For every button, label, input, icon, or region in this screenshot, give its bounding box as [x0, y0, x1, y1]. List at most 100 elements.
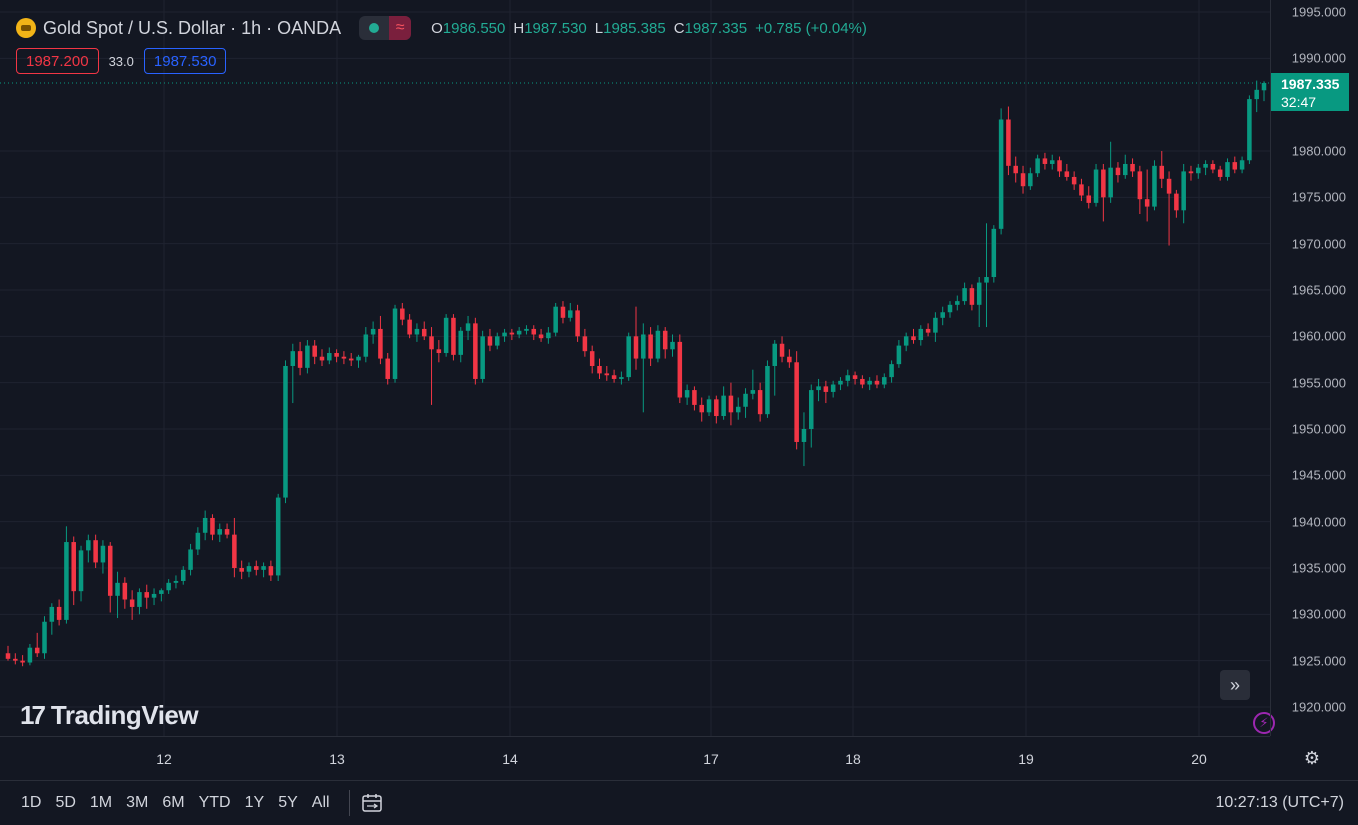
candle-body-up [524, 328, 529, 331]
candle-body-up [188, 549, 193, 570]
candle-body-down [348, 358, 354, 361]
candle-body-up [305, 345, 310, 368]
candle-body-down [1210, 163, 1216, 170]
candle-body-up [947, 304, 953, 313]
candle-body-up [765, 365, 770, 415]
price-tick-label: 1925.000 [1291, 653, 1346, 669]
candle-body-up [808, 390, 814, 429]
time-axis[interactable]: 12 13 14 17 18 19 20 [0, 736, 1270, 780]
range-6m[interactable]: 6M [162, 794, 185, 811]
date-range-selector: 1D 5D 1M 3M 6M YTD 1Y 5Y All [14, 781, 384, 825]
range-5y[interactable]: 5Y [278, 794, 298, 811]
timezone-clock[interactable]: 10:27:13 (UTC+7) [1215, 794, 1344, 811]
candle-body-down [677, 341, 683, 398]
candle-body-down [71, 542, 76, 592]
candle-body-up [465, 323, 471, 331]
candle-body-up [706, 399, 712, 413]
candle-body-down [421, 328, 427, 337]
price-axis[interactable]: 1995.000 1990.000 1980.000 1975.000 1970.000… [1270, 0, 1358, 736]
candle-body-up [984, 277, 989, 283]
sell-bid-button[interactable]: 1987.200 [16, 48, 99, 74]
range-1y[interactable]: 1Y [244, 794, 265, 811]
candle-body-up [772, 343, 778, 366]
time-tick-label: 17 [703, 751, 719, 767]
candle-body-down [852, 375, 858, 379]
candle-body-down [429, 336, 434, 350]
candle-body-down [1013, 165, 1018, 174]
candle-body-up [290, 351, 296, 366]
scroll-to-realtime-button[interactable]: » [1220, 670, 1250, 700]
candle-body-up [480, 336, 485, 379]
candle-body-down [56, 606, 62, 620]
calendar-range-icon[interactable] [360, 792, 384, 814]
candle-body-down [969, 288, 975, 305]
candle-body-up [64, 542, 69, 620]
market-open-dot-icon [359, 16, 389, 40]
candle-body-up [933, 317, 938, 333]
range-all[interactable]: All [311, 794, 330, 811]
candle-body-down [604, 373, 610, 376]
candle-body-down [1006, 119, 1011, 166]
candle-body-up [261, 566, 266, 570]
candlestick-chart[interactable] [0, 0, 1270, 736]
candle-body-down [794, 362, 799, 442]
gear-icon[interactable]: ⚙ [1303, 747, 1321, 768]
candle-body-up [159, 590, 164, 594]
candle-body-up [275, 497, 281, 576]
candle-body-down [611, 375, 617, 379]
candle-body-up [641, 334, 646, 359]
ohlc-values: O1986.550 H1987.530 L1985.385 C1987.335 … [431, 20, 867, 37]
tradingview-logo[interactable]: 17 TradingView [20, 700, 199, 731]
candle-body-up [1049, 160, 1055, 164]
candle-body-down [597, 365, 602, 374]
candle-body-down [1101, 169, 1106, 198]
range-ytd[interactable]: YTD [198, 794, 231, 811]
range-5d[interactable]: 5D [55, 794, 76, 811]
spread-value: 33.0 [108, 53, 134, 69]
candle-body-up [976, 282, 982, 305]
candle-body-up [1093, 169, 1099, 203]
high-value: 1987.530 [524, 19, 587, 37]
bar-countdown: 32:47 [1281, 94, 1317, 111]
candle-body-down [662, 330, 668, 350]
market-status-pill[interactable]: ≈ [359, 16, 412, 40]
candle-body-up [458, 330, 464, 355]
candle-body-up [1203, 163, 1208, 168]
candle-body-down [874, 380, 880, 385]
range-3m[interactable]: 3M [126, 794, 149, 811]
candle-body-down [531, 328, 537, 335]
logo-text: TradingView [50, 700, 199, 730]
lightning-icon[interactable]: ⚡ [1253, 712, 1275, 734]
price-tick-label: 1950.000 [1291, 421, 1346, 437]
range-1m[interactable]: 1M [89, 794, 113, 811]
candle-body-up [998, 119, 1004, 229]
candle-body-up [684, 390, 690, 398]
candle-body-down [319, 356, 325, 361]
high-label: H [513, 19, 525, 37]
tradingview-mark-icon: 17 [20, 700, 46, 730]
candle-body-up [743, 393, 748, 407]
candle-body-down [400, 308, 405, 320]
candle-body-up [735, 406, 741, 413]
symbol-title[interactable]: Gold Spot / U.S. Dollar · 1h · OANDA [43, 17, 342, 38]
range-1d[interactable]: 1D [21, 794, 42, 811]
candle-body-up [1261, 83, 1267, 91]
candle-body-up [845, 375, 851, 381]
candle-body-up [363, 334, 369, 357]
candle-body-down [757, 390, 763, 415]
candle-body-up [516, 330, 522, 335]
candle-body-down [633, 336, 639, 359]
candle-body-up [414, 328, 420, 335]
close-value: 1987.335 [684, 19, 748, 37]
chart-plot-area[interactable]: Gold Spot / U.S. Dollar · 1h · OANDA ≈ O… [0, 0, 1275, 736]
buy-ask-button[interactable]: 1987.530 [143, 48, 227, 74]
candle-body-up [1247, 99, 1252, 161]
candle-body-up [115, 582, 120, 596]
time-tick-label: 12 [156, 751, 172, 767]
candle-body-up [86, 540, 91, 551]
candle-body-up [1035, 158, 1040, 174]
open-value: 1986.550 [442, 19, 506, 37]
candle-body-down [473, 323, 478, 379]
current-price-value: 1987.335 [1281, 76, 1340, 93]
candle-body-down [34, 647, 40, 654]
